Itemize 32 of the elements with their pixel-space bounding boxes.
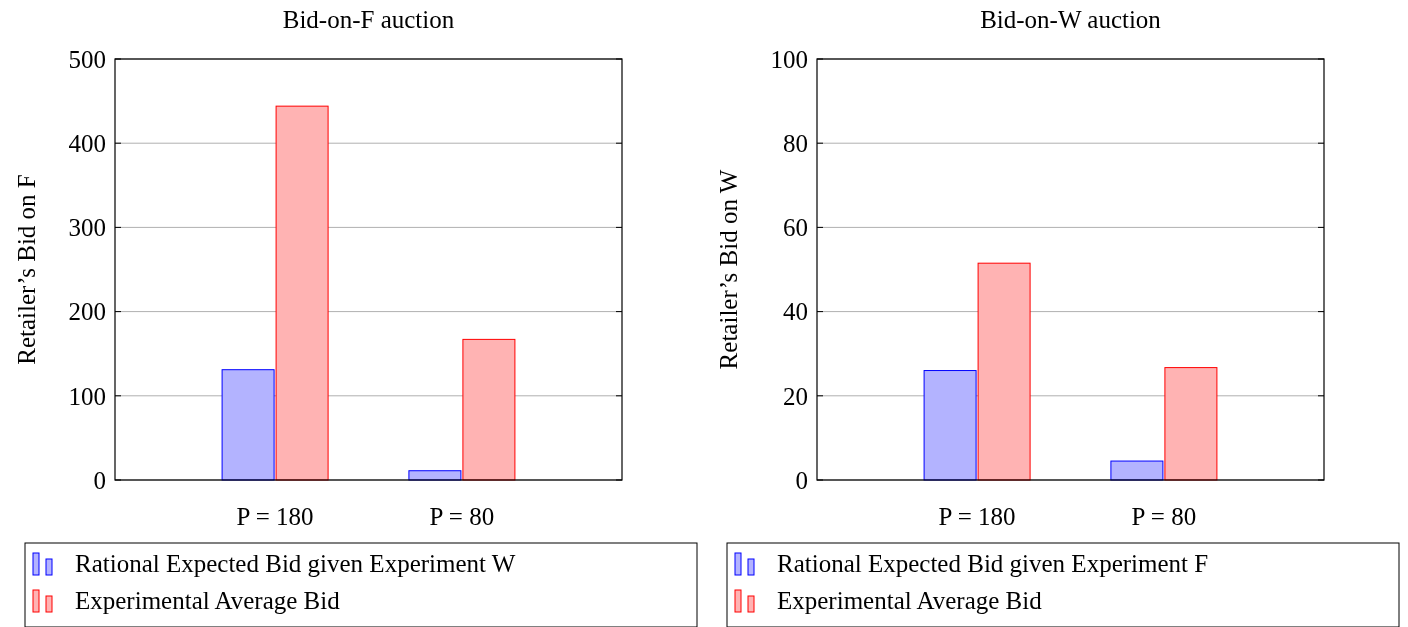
- y-tick-label: 200: [68, 298, 106, 326]
- bar: [221, 369, 275, 481]
- y-tick-label: 0: [93, 466, 106, 494]
- legend-label: Rational Expected Bid given Experiment W: [75, 550, 516, 577]
- legend-label: Experimental Average Bid: [75, 587, 341, 614]
- x-tick-label: P = 80: [1131, 503, 1197, 530]
- bar: [462, 338, 516, 481]
- y-tick-label: 100: [770, 45, 808, 73]
- legend-label: Experimental Average Bid: [777, 587, 1043, 614]
- y-tick-label: 60: [783, 214, 808, 242]
- y-tick-label: 300: [68, 214, 106, 242]
- x-tick-label: P = 180: [236, 503, 314, 530]
- y-axis-title: Retailer’s Bid on F: [13, 174, 40, 365]
- bar: [1164, 367, 1218, 481]
- bar: [977, 262, 1031, 481]
- chart-title: Bid-on-F auction: [282, 6, 455, 33]
- x-tick-label: P = 180: [938, 503, 1016, 530]
- y-tick-label: 20: [783, 382, 808, 410]
- y-tick-label: 500: [68, 45, 106, 73]
- y-tick-label: 400: [68, 129, 106, 157]
- legend-label: Rational Expected Bid given Experiment F: [777, 550, 1209, 577]
- chart-title: Bid-on-W auction: [980, 6, 1162, 33]
- y-tick-label: 80: [783, 129, 808, 157]
- y-tick-label: 0: [795, 466, 808, 494]
- bar: [923, 370, 977, 481]
- y-axis-title: Retailer’s Bid on W: [715, 169, 742, 370]
- y-tick-label: 100: [68, 382, 106, 410]
- x-tick-label: P = 80: [429, 503, 495, 530]
- y-tick-label: 40: [783, 298, 808, 326]
- bar: [1110, 460, 1164, 481]
- bar: [408, 470, 462, 481]
- bar: [275, 105, 329, 481]
